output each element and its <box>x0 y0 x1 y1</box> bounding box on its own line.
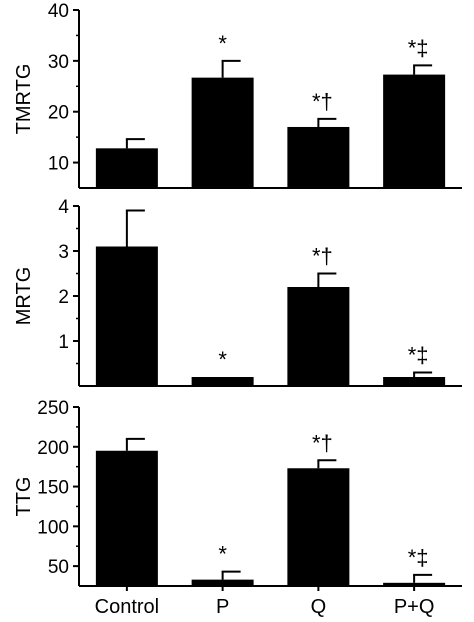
y-tick-label: 150 <box>37 478 69 499</box>
y-tick-label: 10 <box>48 154 69 175</box>
significance-marker: *‡ <box>408 343 429 368</box>
y-tick-label: 250 <box>37 398 69 419</box>
y-tick-label: 200 <box>37 438 69 459</box>
y-axis-title: MRTG <box>13 267 35 326</box>
x-tick-label: P <box>216 596 229 618</box>
y-tick-label: 2 <box>58 287 69 308</box>
significance-marker: * <box>218 542 227 567</box>
bar <box>191 377 254 386</box>
y-tick-label: 50 <box>48 557 69 578</box>
x-tick-label: P+Q <box>394 596 435 618</box>
y-tick-label: 30 <box>48 52 69 73</box>
bar <box>95 450 158 586</box>
x-tick-label: Control <box>95 596 159 618</box>
y-tick-label: 3 <box>58 242 69 263</box>
y-tick-label: 40 <box>48 1 69 22</box>
significance-marker: *† <box>312 89 333 114</box>
significance-marker: *‡ <box>408 35 429 60</box>
significance-marker: * <box>218 31 227 56</box>
bar <box>191 77 254 188</box>
y-tick-label: 4 <box>58 197 69 218</box>
significance-marker: * <box>218 347 227 372</box>
y-tick-label: 100 <box>37 517 69 538</box>
y-tick-label: 1 <box>58 332 69 353</box>
bar <box>287 468 350 586</box>
significance-marker: *‡ <box>408 545 429 570</box>
bar <box>95 148 158 188</box>
y-tick-label: 20 <box>48 103 69 124</box>
bar <box>191 579 254 586</box>
bar <box>383 74 446 188</box>
significance-marker: *† <box>312 430 333 455</box>
y-axis-title: TTG <box>13 477 35 517</box>
x-tick-label: Q <box>311 596 327 618</box>
bar <box>287 126 350 188</box>
y-axis-title: TMRTG <box>13 64 35 135</box>
bar <box>383 582 446 586</box>
bar <box>383 377 446 386</box>
bar <box>95 246 158 386</box>
significance-marker: *† <box>312 244 333 269</box>
bar <box>287 287 350 386</box>
